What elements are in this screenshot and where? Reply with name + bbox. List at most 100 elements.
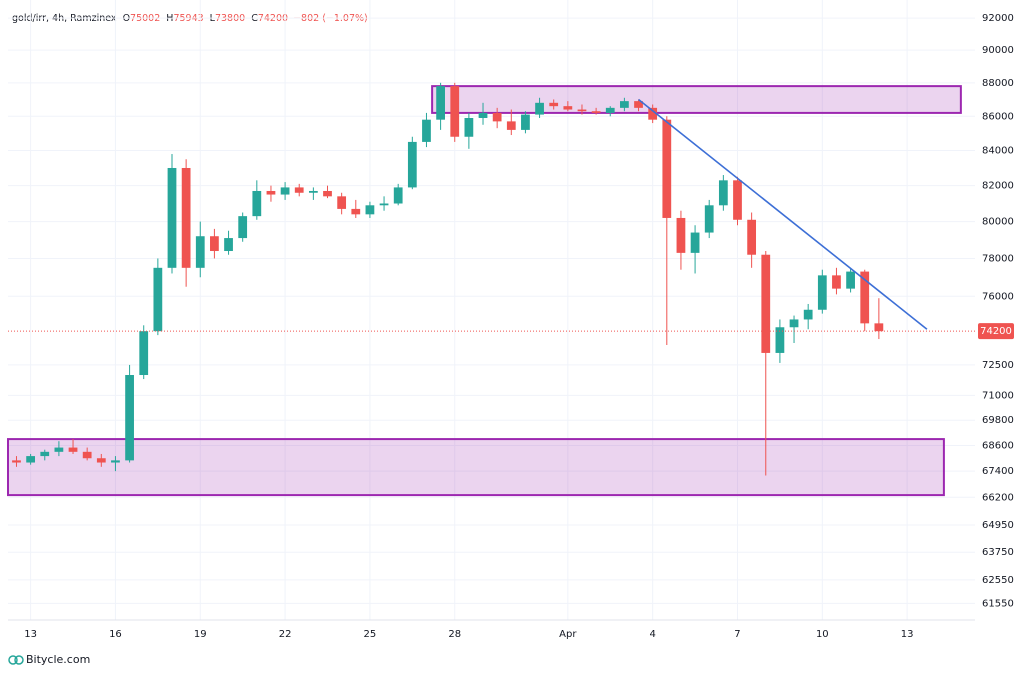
candle-body — [12, 460, 21, 463]
candle-body — [662, 119, 672, 218]
candle-body — [747, 219, 757, 255]
candle-body — [308, 190, 318, 193]
trendline — [638, 98, 928, 330]
candle-body — [605, 107, 615, 113]
x-tick-label: 19 — [194, 629, 207, 640]
candle-body — [323, 190, 332, 197]
candle-body — [506, 121, 516, 130]
candle-body — [704, 205, 714, 233]
candle-body — [153, 267, 163, 332]
candle-body — [224, 238, 233, 252]
candle-body — [252, 190, 262, 217]
candle-body — [549, 102, 559, 107]
candle-body — [478, 112, 488, 118]
candle-body — [436, 86, 445, 120]
y-tick-label: 78000 — [982, 253, 1014, 264]
candle-body — [294, 187, 304, 193]
candle-body — [634, 101, 643, 108]
y-tick-label: 63750 — [982, 547, 1014, 558]
candle-body — [648, 107, 658, 120]
candle-body — [775, 327, 785, 353]
candle-body — [874, 323, 884, 332]
candle-body — [803, 309, 813, 320]
x-tick-label: 13 — [901, 629, 914, 640]
x-tick-label: 13 — [24, 629, 37, 640]
candle-body — [210, 236, 219, 252]
candle-body — [337, 196, 347, 209]
candle-body — [860, 271, 870, 324]
candle-body — [422, 119, 431, 142]
x-tick-label: 10 — [816, 629, 829, 640]
y-tick-label: 82000 — [982, 181, 1014, 192]
candle-body — [535, 102, 544, 115]
y-tick-label: 86000 — [982, 111, 1014, 122]
x-tick-label: 16 — [109, 629, 122, 640]
y-tick-label: 64950 — [982, 520, 1014, 531]
y-tick-label: 68600 — [982, 440, 1014, 451]
candle-body — [68, 447, 78, 452]
y-tick-label: 66200 — [982, 492, 1014, 503]
x-tick-label: 28 — [448, 629, 461, 640]
y-tick-label: 72500 — [982, 360, 1014, 371]
candle-body — [464, 117, 474, 137]
candle-body — [365, 205, 375, 215]
candle-body — [620, 101, 629, 108]
candle-body — [393, 187, 403, 204]
y-tick-label: 71000 — [982, 390, 1014, 401]
y-tick-label: 92000 — [982, 13, 1014, 24]
last-price-box — [978, 323, 1014, 340]
logo — [8, 655, 18, 665]
candle-body — [181, 167, 191, 268]
candle-body — [82, 451, 92, 459]
y-tick-label: 69800 — [982, 415, 1014, 426]
candle-body — [125, 375, 134, 461]
y-tick-label: 80000 — [982, 217, 1014, 228]
candle-body — [832, 275, 841, 289]
candle-body — [407, 141, 417, 188]
candle-body — [521, 114, 530, 130]
candle-body — [40, 451, 50, 457]
candle-body — [266, 190, 276, 195]
y-tick-label: 88000 — [982, 78, 1014, 89]
candle-body — [733, 180, 742, 220]
candle-body — [26, 456, 36, 463]
candle-body — [167, 167, 177, 268]
candle-body — [450, 86, 460, 137]
candle-body — [690, 232, 700, 253]
candle-body — [577, 109, 587, 112]
candle-body — [817, 275, 827, 310]
candle-body — [846, 271, 855, 289]
candle-body — [351, 208, 361, 215]
y-tick-label: 84000 — [982, 146, 1014, 157]
zone — [7, 438, 945, 497]
x-tick-label: 25 — [364, 629, 377, 640]
candle-body — [676, 217, 686, 253]
candle-body — [591, 111, 601, 113]
candle-body — [492, 112, 502, 122]
y-tick-label: 62550 — [982, 575, 1014, 586]
candle-body — [789, 319, 799, 328]
candle-body — [761, 254, 771, 353]
candle-body — [280, 187, 290, 195]
candle-body — [54, 447, 64, 452]
y-tick-label: 61550 — [982, 598, 1014, 609]
x-tick-label: 7 — [734, 629, 740, 640]
candle-body — [139, 331, 149, 376]
candle-body — [195, 236, 205, 268]
watermark: Bitycle.com — [8, 653, 90, 666]
y-tick-label: 67400 — [982, 466, 1014, 477]
candle-body — [563, 106, 573, 110]
candle-body — [238, 216, 248, 239]
x-tick-label: Apr — [559, 629, 577, 640]
brand: Bitycle.com — [26, 653, 90, 666]
y-tick-label: 76000 — [982, 291, 1014, 302]
y-tick-label: 90000 — [982, 45, 1014, 56]
candle-body — [96, 458, 106, 463]
last-price-label: 74200 — [980, 326, 1012, 337]
candle-body — [111, 460, 120, 463]
x-tick-label: 4 — [649, 629, 655, 640]
logo — [14, 655, 24, 665]
candle-body — [379, 203, 389, 206]
x-tick-label: 22 — [279, 629, 292, 640]
